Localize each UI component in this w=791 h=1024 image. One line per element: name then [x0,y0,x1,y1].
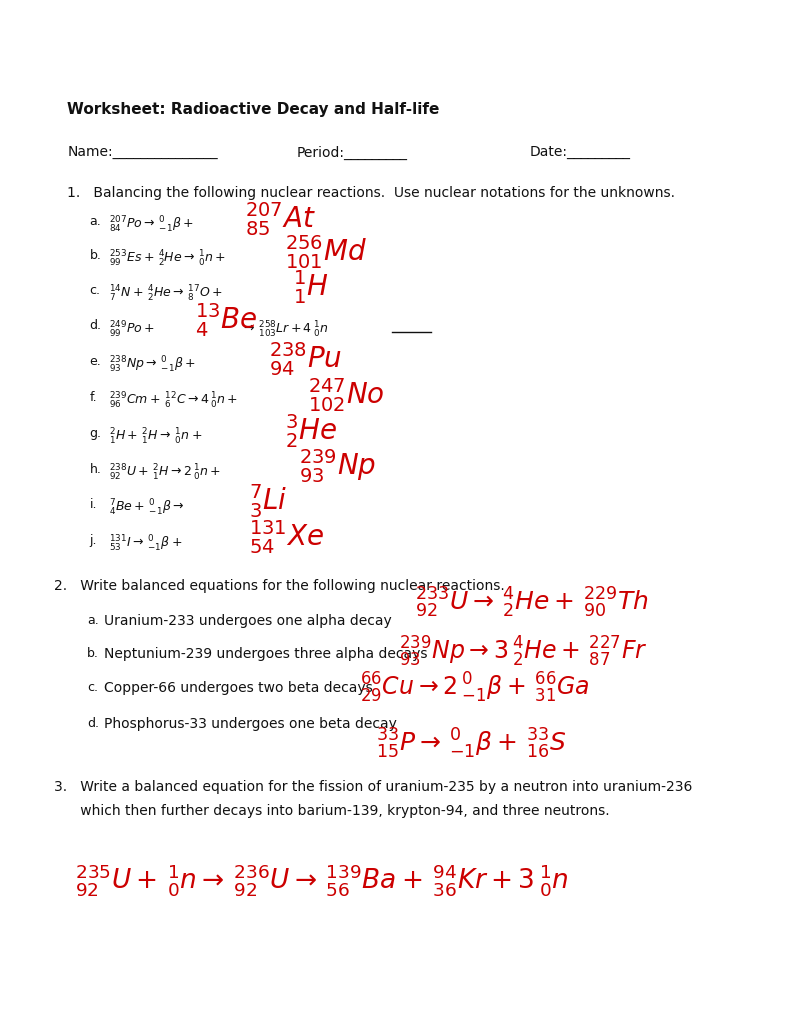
Text: $^{14}_{7}N+\,^{4}_{2}He\rightarrow\,^{17}_{8}O +$: $^{14}_{7}N+\,^{4}_{2}He\rightarrow\,^{1… [109,284,223,304]
Text: 3.   Write a balanced equation for the fission of uranium-235 by a neutron into : 3. Write a balanced equation for the fis… [54,780,692,795]
Text: $^{131}_{54}Xe$: $^{131}_{54}Xe$ [249,518,324,556]
Text: $^{249}_{99}Po +$: $^{249}_{99}Po +$ [109,319,155,340]
Text: $^{2}_{1}H+\,^{2}_{1}H\rightarrow\,^{1}_{0}n +$: $^{2}_{1}H+\,^{2}_{1}H\rightarrow\,^{1}_… [109,427,202,447]
Text: $^{33}_{15}P\rightarrow\,^{0}_{-1}\beta+\,^{33}_{16}S$: $^{33}_{15}P\rightarrow\,^{0}_{-1}\beta+… [376,727,566,761]
Text: a.: a. [89,215,101,228]
Text: $^{239}_{93}Np\rightarrow 3\,^{4}_{2}He+\,^{227}_{87}Fr$: $^{239}_{93}Np\rightarrow 3\,^{4}_{2}He+… [399,635,648,669]
Text: Copper-66 undergoes two beta decays: Copper-66 undergoes two beta decays [104,681,373,695]
Text: d.: d. [89,319,101,333]
Text: $^{207}_{84}Po\rightarrow\,^{0}_{-1}\beta +$: $^{207}_{84}Po\rightarrow\,^{0}_{-1}\bet… [109,215,194,236]
Text: Name:_______________: Name:_______________ [67,145,218,160]
Text: $^{207}_{85}At$: $^{207}_{85}At$ [245,200,316,238]
Text: $^{239}_{93}Np$: $^{239}_{93}Np$ [299,447,377,485]
Text: $^{238}_{92}U+\,^{2}_{1}H\rightarrow 2\,^{1}_{0}n +$: $^{238}_{92}U+\,^{2}_{1}H\rightarrow 2\,… [109,463,221,483]
Text: $^{256}_{101}Md$: $^{256}_{101}Md$ [285,233,366,271]
Text: $^{238}_{93}Np\rightarrow\,^{0}_{-1}\beta +$: $^{238}_{93}Np\rightarrow\,^{0}_{-1}\bet… [109,355,196,376]
Text: Period:_________: Period:_________ [297,145,407,160]
Text: Phosphorus-33 undergoes one beta decay: Phosphorus-33 undergoes one beta decay [104,717,397,731]
Text: e.: e. [89,355,101,369]
Text: d.: d. [87,717,99,730]
Text: i.: i. [89,498,97,511]
Text: a.: a. [87,614,99,628]
Text: $^{3}_{2}He$: $^{3}_{2}He$ [285,412,337,450]
Text: h.: h. [89,463,101,476]
Text: $^{13}_{4}Be$: $^{13}_{4}Be$ [195,301,258,339]
Text: 2.   Write balanced equations for the following nuclear reactions.: 2. Write balanced equations for the foll… [54,579,505,593]
Text: $^{7}_{3}Li$: $^{7}_{3}Li$ [249,482,288,520]
Text: $\rightarrow\,^{258}_{103}Lr +4\,^{1}_{0}n$: $\rightarrow\,^{258}_{103}Lr +4\,^{1}_{0… [241,319,328,340]
Text: which then further decays into barium-139, krypton-94, and three neutrons.: which then further decays into barium-13… [54,804,609,818]
Text: f.: f. [89,391,97,404]
Text: $^{66}_{29}Cu\rightarrow 2\,^{0}_{-1}\beta+\,^{66}_{31}Ga$: $^{66}_{29}Cu\rightarrow 2\,^{0}_{-1}\be… [360,671,589,705]
Text: Worksheet: Radioactive Decay and Half-life: Worksheet: Radioactive Decay and Half-li… [67,102,440,118]
Text: b.: b. [89,249,101,262]
Text: 1.   Balancing the following nuclear reactions.  Use nuclear notations for the u: 1. Balancing the following nuclear react… [67,186,676,201]
Text: c.: c. [87,681,98,694]
Text: g.: g. [89,427,101,440]
Text: $^{247}_{102}No$: $^{247}_{102}No$ [308,376,385,414]
Text: $^{1}_{1}H$: $^{1}_{1}H$ [293,268,328,306]
Text: c.: c. [89,284,100,297]
Text: $^{233}_{92}U\rightarrow\,^{4}_{2}He+\,^{229}_{90}Th$: $^{233}_{92}U\rightarrow\,^{4}_{2}He+\,^… [415,586,649,620]
Text: Neptunium-239 undergoes three alpha decays: Neptunium-239 undergoes three alpha deca… [104,647,428,662]
Text: $^{253}_{99}Es+\,^{4}_{2}He\rightarrow\,^{1}_{0}n +$: $^{253}_{99}Es+\,^{4}_{2}He\rightarrow\,… [109,249,226,269]
Text: $^{235}_{92}U+\,^{1}_{0}n\rightarrow\,^{236}_{92}U\rightarrow\,^{139}_{56}Ba+\,^: $^{235}_{92}U+\,^{1}_{0}n\rightarrow\,^{… [75,862,569,898]
Text: $^{131}_{53}I\rightarrow\,^{0}_{-1}\beta +$: $^{131}_{53}I\rightarrow\,^{0}_{-1}\beta… [109,534,183,554]
Text: $^{7}_{4}Be+\,^{0}_{-1}\beta\rightarrow$: $^{7}_{4}Be+\,^{0}_{-1}\beta\rightarrow$ [109,498,184,518]
Text: Date:_________: Date:_________ [530,145,631,160]
Text: Uranium-233 undergoes one alpha decay: Uranium-233 undergoes one alpha decay [104,614,392,629]
Text: $^{238}_{94}Pu$: $^{238}_{94}Pu$ [269,340,343,378]
Text: $^{239}_{96}Cm+\,^{12}_{6}C\rightarrow 4\,^{1}_{0}n +$: $^{239}_{96}Cm+\,^{12}_{6}C\rightarrow 4… [109,391,238,412]
Text: b.: b. [87,647,99,660]
Text: j.: j. [89,534,97,547]
